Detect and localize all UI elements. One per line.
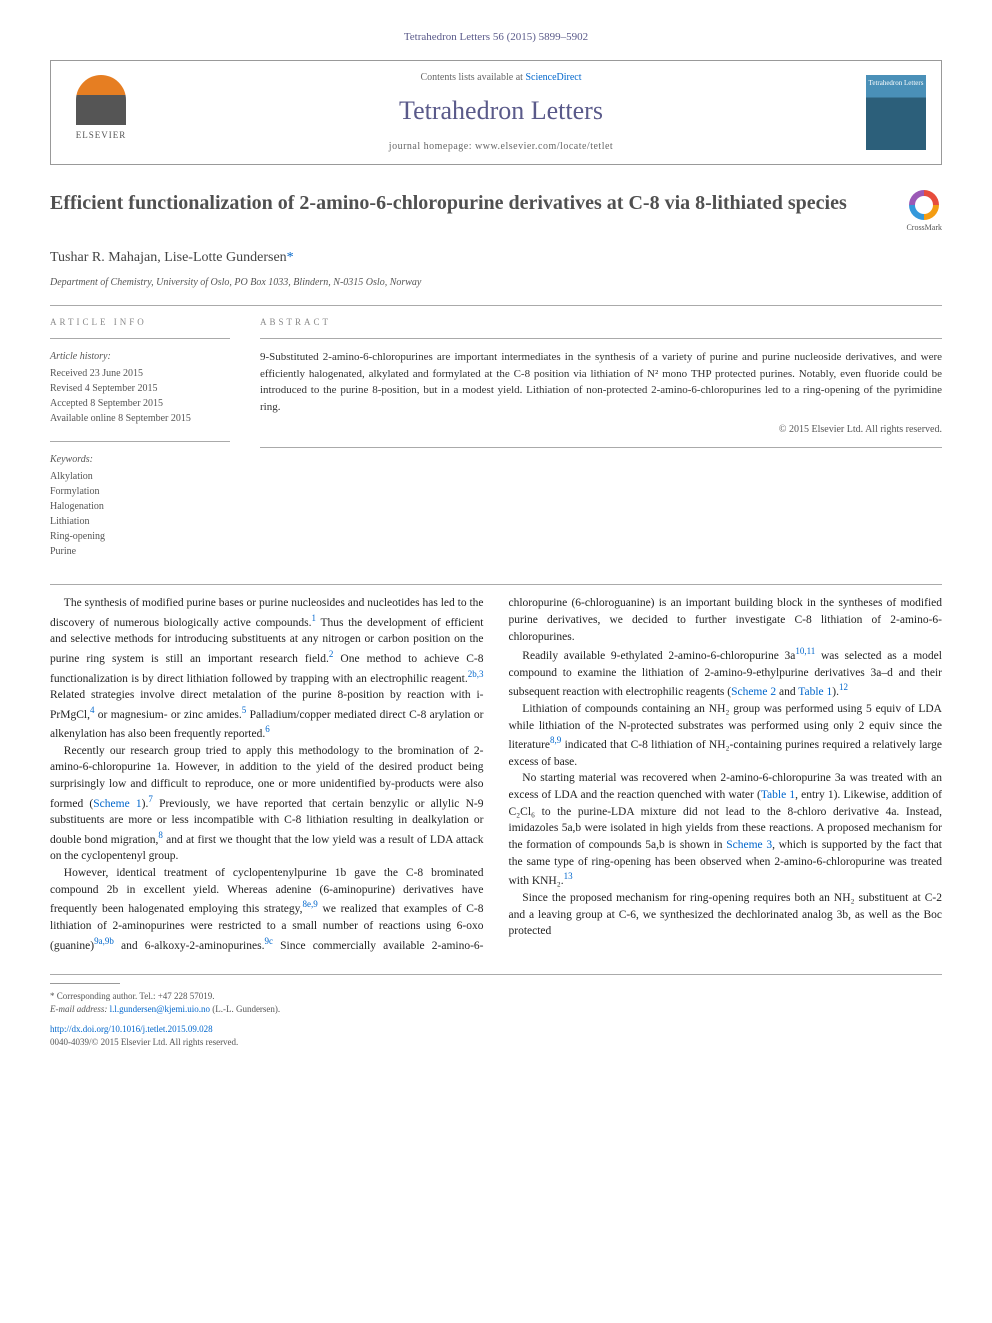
authors: Tushar R. Mahajan, Lise-Lotte Gundersen*: [50, 248, 942, 268]
crossmark-icon: [909, 190, 939, 220]
body-paragraph: Lithiation of compounds containing an NH…: [509, 701, 943, 771]
table-link[interactable]: Table 1: [761, 789, 795, 801]
contents-prefix: Contents lists available at: [420, 72, 525, 83]
ref-link[interactable]: 2b,3: [468, 669, 484, 679]
article-info-label: ARTICLE INFO: [50, 316, 230, 329]
history-revised: Revised 4 September 2015: [50, 381, 230, 396]
ref-link[interactable]: 10,11: [795, 646, 815, 656]
body-paragraph: Since the proposed mechanism for ring-op…: [509, 890, 943, 940]
divider: [50, 441, 230, 442]
keyword: Alkylation: [50, 469, 230, 484]
elsevier-logo: ELSEVIER: [66, 75, 136, 150]
scheme-link[interactable]: Scheme 2: [731, 686, 776, 698]
keyword: Lithiation: [50, 514, 230, 529]
abstract-copyright: © 2015 Elsevier Ltd. All rights reserved…: [260, 423, 942, 437]
journal-cover-thumbnail: Tetrahedron Letters: [866, 75, 926, 150]
keyword: Ring-opening: [50, 529, 230, 544]
contents-available: Contents lists available at ScienceDirec…: [136, 71, 866, 85]
journal-homepage: journal homepage: www.elsevier.com/locat…: [136, 140, 866, 154]
ref-link[interactable]: 9c: [264, 936, 273, 946]
journal-name: Tetrahedron Letters: [136, 93, 866, 129]
divider: [50, 305, 942, 306]
divider: [260, 338, 942, 339]
history-accepted: Accepted 8 September 2015: [50, 396, 230, 411]
corresponding-author: * Corresponding author. Tel.: +47 228 57…: [50, 990, 942, 1003]
email-link[interactable]: l.l.gundersen@kjemi.uio.no: [110, 1004, 210, 1014]
abstract-text: 9-Substituted 2-amino-6-chloropurines ar…: [260, 349, 942, 415]
divider: [50, 338, 230, 339]
sciencedirect-link[interactable]: ScienceDirect: [525, 72, 581, 83]
homepage-prefix: journal homepage:: [389, 141, 475, 152]
ref-link[interactable]: 13: [564, 871, 573, 881]
divider: [260, 447, 942, 448]
author-names: Tushar R. Mahajan, Lise-Lotte Gundersen: [50, 250, 287, 265]
scheme-link[interactable]: Scheme 3: [726, 839, 772, 851]
crossmark-badge[interactable]: CrossMark: [906, 190, 942, 233]
ref-link[interactable]: 6: [265, 724, 270, 734]
email-line: E-mail address: l.l.gundersen@kjemi.uio.…: [50, 1003, 942, 1016]
ref-link[interactable]: 8,9: [550, 735, 561, 745]
ref-link[interactable]: 12: [839, 682, 848, 692]
article-title: Efficient functionalization of 2-amino-6…: [50, 190, 906, 216]
cover-title: Tetrahedron Letters: [869, 79, 924, 89]
history-title: Article history:: [50, 349, 230, 364]
body-paragraph: The synthesis of modified purine bases o…: [50, 595, 484, 743]
corresponding-marker[interactable]: *: [287, 250, 294, 265]
body-paragraph: Recently our research group tried to app…: [50, 743, 484, 865]
publisher-name: ELSEVIER: [76, 129, 127, 142]
footnote-divider: [50, 983, 120, 984]
ref-link[interactable]: 9a,9b: [94, 936, 114, 946]
article-body: The synthesis of modified purine bases o…: [50, 595, 942, 954]
history-received: Received 23 June 2015: [50, 366, 230, 381]
body-paragraph: No starting material was recovered when …: [509, 770, 943, 890]
journal-reference: Tetrahedron Letters 56 (2015) 5899–5902: [50, 30, 942, 45]
doi-link[interactable]: http://dx.doi.org/10.1016/j.tetlet.2015.…: [50, 1024, 213, 1034]
abstract-label: ABSTRACT: [260, 316, 942, 329]
keyword: Purine: [50, 544, 230, 559]
footer: * Corresponding author. Tel.: +47 228 57…: [50, 974, 942, 1048]
keyword: Formylation: [50, 484, 230, 499]
journal-header: ELSEVIER Contents lists available at Sci…: [50, 60, 942, 164]
ref-link[interactable]: 8e,9: [303, 899, 318, 909]
history-online: Available online 8 September 2015: [50, 411, 230, 426]
affiliation: Department of Chemistry, University of O…: [50, 276, 942, 290]
keyword: Halogenation: [50, 499, 230, 514]
keywords-title: Keywords:: [50, 452, 230, 467]
crossmark-label: CrossMark: [906, 222, 942, 233]
divider: [50, 584, 942, 585]
table-link[interactable]: Table 1: [798, 686, 832, 698]
body-paragraph: Readily available 9-ethylated 2-amino-6-…: [509, 645, 943, 701]
homepage-url[interactable]: www.elsevier.com/locate/tetlet: [475, 141, 613, 152]
issn-copyright: 0040-4039/© 2015 Elsevier Ltd. All right…: [50, 1036, 942, 1049]
scheme-link[interactable]: Scheme 1: [93, 798, 141, 810]
